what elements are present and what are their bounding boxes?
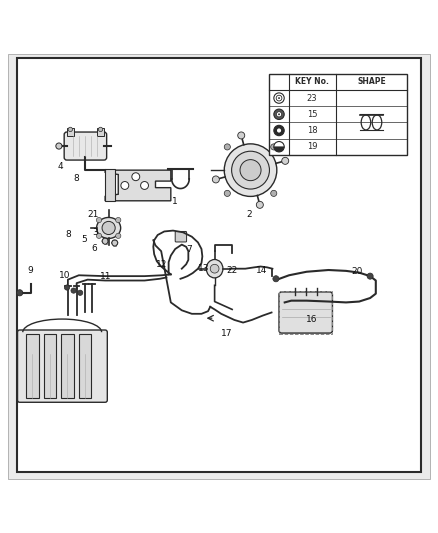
Bar [105, 169, 115, 201]
Bar [279, 291, 332, 334]
Bar [97, 128, 104, 135]
Bar [67, 128, 74, 135]
Text: 14: 14 [256, 265, 268, 274]
Circle shape [278, 97, 280, 99]
Circle shape [212, 176, 219, 183]
Circle shape [224, 144, 277, 197]
Text: 19: 19 [307, 142, 318, 151]
Text: 7: 7 [186, 245, 192, 254]
Circle shape [78, 290, 83, 295]
Circle shape [98, 127, 103, 132]
Text: 8: 8 [74, 174, 80, 182]
Text: 8: 8 [65, 230, 71, 239]
Circle shape [210, 264, 219, 273]
FancyBboxPatch shape [18, 330, 107, 402]
Circle shape [256, 201, 263, 208]
Text: 21: 21 [88, 211, 99, 219]
Circle shape [282, 157, 289, 164]
FancyBboxPatch shape [175, 231, 187, 242]
Circle shape [17, 290, 23, 296]
Circle shape [274, 142, 284, 152]
Ellipse shape [206, 260, 223, 278]
Text: 23: 23 [307, 94, 318, 102]
Circle shape [96, 233, 102, 238]
Circle shape [277, 128, 281, 133]
Text: 15: 15 [307, 110, 318, 119]
Bar [61, 334, 74, 398]
Circle shape [274, 125, 284, 136]
Text: 1: 1 [172, 197, 178, 206]
Circle shape [367, 273, 373, 279]
Text: 13: 13 [198, 264, 209, 273]
Circle shape [96, 217, 102, 223]
Text: 12: 12 [156, 260, 168, 269]
Circle shape [121, 182, 129, 189]
Circle shape [102, 238, 108, 244]
Text: 4: 4 [58, 162, 63, 171]
Wedge shape [274, 147, 284, 152]
Circle shape [274, 109, 284, 119]
Circle shape [238, 132, 245, 139]
Circle shape [273, 276, 279, 282]
FancyBboxPatch shape [279, 292, 332, 333]
Circle shape [64, 285, 70, 290]
Polygon shape [105, 170, 171, 201]
Text: SHAPE: SHAPE [357, 77, 386, 86]
Text: 16: 16 [306, 316, 318, 325]
Ellipse shape [96, 217, 120, 238]
Bar [26, 334, 39, 398]
Circle shape [102, 221, 115, 235]
Circle shape [224, 144, 230, 150]
Text: KEY No.: KEY No. [295, 77, 329, 86]
Circle shape [112, 240, 118, 246]
Text: 18: 18 [307, 126, 318, 135]
Text: 5: 5 [81, 235, 87, 244]
Circle shape [116, 233, 121, 238]
Circle shape [132, 173, 140, 181]
FancyBboxPatch shape [64, 132, 106, 160]
Circle shape [232, 151, 269, 189]
Text: 22: 22 [226, 266, 238, 276]
Text: 6: 6 [91, 245, 97, 254]
Text: 20: 20 [351, 267, 363, 276]
Circle shape [240, 159, 261, 181]
Circle shape [68, 127, 73, 132]
Text: 11: 11 [100, 272, 112, 281]
Text: 2: 2 [247, 211, 252, 219]
Circle shape [271, 144, 277, 150]
Text: 9: 9 [27, 266, 33, 276]
Bar [44, 334, 56, 398]
Bar [269, 74, 407, 155]
Circle shape [271, 190, 277, 197]
Text: 10: 10 [59, 271, 71, 280]
Circle shape [71, 288, 76, 293]
Circle shape [278, 114, 280, 115]
Text: 3: 3 [92, 228, 99, 237]
Circle shape [141, 182, 148, 189]
Text: 17: 17 [221, 328, 233, 337]
Circle shape [224, 190, 230, 197]
Bar [79, 334, 91, 398]
Circle shape [276, 112, 282, 117]
Circle shape [116, 217, 121, 223]
Circle shape [56, 143, 62, 149]
